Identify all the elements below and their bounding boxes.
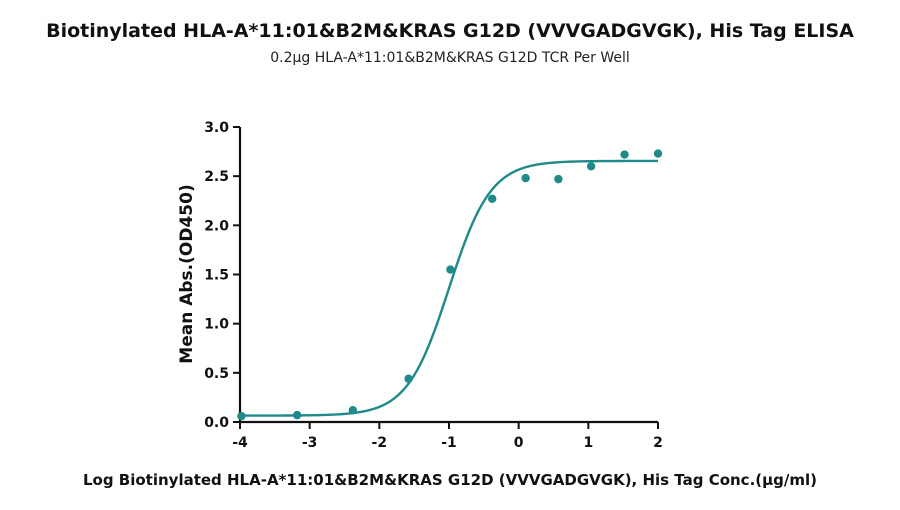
data-point [653,149,663,158]
x-tick-label: -1 [441,435,457,451]
x-tick-label: 1 [583,435,593,451]
data-point [348,406,358,415]
x-axis-label: Log Biotinylated HLA-A*11:01&B2M&KRAS G1… [83,471,817,489]
data-point [620,150,629,159]
chart-subtitle: 0.2μg HLA-A*11:01&B2M&KRAS G12D TCR Per … [270,50,630,66]
data-point [404,374,413,383]
y-tick-label: 3.0 [204,120,229,136]
fit-curve [240,159,658,417]
data-point [446,265,455,274]
chart-title: Biotinylated HLA-A*11:01&B2M&KRAS G12D (… [46,20,854,42]
x-tick-label: 0 [514,435,524,451]
x-tick-label: -2 [372,435,388,451]
data-point [237,411,246,421]
x-tick-label: -3 [302,435,318,451]
x-tick-label: -4 [232,435,248,451]
y-tick-label: 0.5 [204,366,229,382]
x-tick-label: 2 [653,435,663,451]
y-axis-label: Mean Abs.(OD450) [177,184,197,363]
y-tick-label: 2.5 [204,169,229,185]
y-tick-label: 1.5 [204,268,229,284]
y-tick-label: 2.0 [204,218,229,234]
data-point [521,173,530,183]
y-tick-label: 0.0 [204,415,229,431]
data-point [554,174,563,184]
data-point [586,162,596,171]
data-point [292,410,302,420]
data-point [487,194,497,203]
y-tick-label: 1.0 [204,317,229,333]
